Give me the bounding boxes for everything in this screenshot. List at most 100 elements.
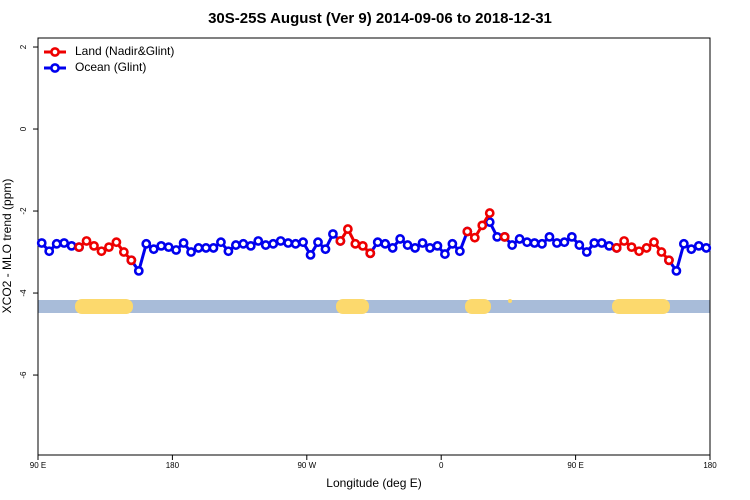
land-ocean-band xyxy=(38,299,710,314)
data-point xyxy=(133,265,144,276)
data-point xyxy=(552,238,562,248)
data-point xyxy=(693,240,704,251)
data-point xyxy=(59,238,70,248)
land-band xyxy=(612,299,670,314)
legend-label: Ocean (Glint) xyxy=(75,60,146,74)
data-point xyxy=(537,238,547,249)
data-point xyxy=(104,242,114,253)
data-point xyxy=(649,237,659,248)
data-point xyxy=(619,236,630,246)
data-point xyxy=(342,224,353,234)
data-point xyxy=(484,217,495,228)
data-point xyxy=(641,243,652,253)
data-point xyxy=(507,240,518,250)
data-point xyxy=(335,236,346,246)
x-tick-label: 90 W xyxy=(297,461,316,470)
x-tick-label: 90 E xyxy=(567,461,583,470)
x-axis-label: Longitude (deg E) xyxy=(326,476,421,490)
data-point xyxy=(260,240,271,250)
data-point xyxy=(357,240,368,251)
y-tick-label: -6 xyxy=(19,371,28,379)
data-point xyxy=(201,243,211,253)
data-point xyxy=(66,240,77,251)
data-point xyxy=(245,240,256,251)
data-point xyxy=(350,238,361,249)
data-point xyxy=(686,244,697,255)
y-tick-label: -4 xyxy=(19,289,28,297)
data-point xyxy=(678,238,689,249)
x-tick-label: 180 xyxy=(166,461,180,470)
land-band xyxy=(336,299,369,314)
data-point xyxy=(328,229,338,239)
data-point xyxy=(36,238,47,248)
data-point xyxy=(656,247,667,257)
y-tick-label: 2 xyxy=(19,44,28,49)
land-band xyxy=(75,299,133,314)
data-point xyxy=(559,237,570,248)
data-point xyxy=(275,236,286,246)
x-tick-label: 90 E xyxy=(30,461,46,470)
data-point xyxy=(126,255,137,266)
x-tick-label: 0 xyxy=(439,461,444,470)
data-point xyxy=(193,243,204,253)
data-point xyxy=(178,238,189,248)
data-point xyxy=(163,242,174,253)
data-point xyxy=(141,238,152,249)
data-point xyxy=(529,238,540,248)
data-point xyxy=(380,238,391,249)
legend-marker xyxy=(50,47,60,57)
data-point xyxy=(148,244,159,255)
data-point xyxy=(664,255,674,266)
data-point xyxy=(440,249,450,259)
data-point xyxy=(156,240,167,251)
data-point xyxy=(387,243,398,253)
data-point xyxy=(701,243,712,253)
land-band xyxy=(465,299,491,314)
data-point xyxy=(111,237,122,248)
data-point xyxy=(81,236,92,246)
data-point xyxy=(581,247,592,257)
chart-title: 30S-25S August (Ver 9) 2014-09-06 to 201… xyxy=(208,10,552,27)
x-tick-label: 180 xyxy=(703,461,717,470)
data-point xyxy=(253,236,264,246)
y-axis-label: XCO2 - MLO trend (ppm) xyxy=(0,179,14,314)
data-point xyxy=(320,244,331,255)
data-point xyxy=(283,238,294,248)
data-point xyxy=(44,246,55,257)
ocean-band xyxy=(38,300,710,313)
data-point xyxy=(477,220,488,231)
data-point xyxy=(298,237,308,248)
y-tick-label: 0 xyxy=(19,126,28,131)
data-point xyxy=(492,231,503,242)
data-point xyxy=(417,238,428,248)
data-point xyxy=(574,240,585,250)
legend-label: Land (Nadir&Glint) xyxy=(75,44,174,58)
data-point xyxy=(611,243,622,253)
data-point xyxy=(425,243,435,253)
data-point xyxy=(454,246,465,257)
data-point xyxy=(514,234,525,244)
data-point xyxy=(238,238,249,249)
data-point xyxy=(372,237,383,248)
data-point xyxy=(216,237,226,248)
data-point xyxy=(89,240,99,251)
data-point xyxy=(290,238,301,249)
data-point xyxy=(522,237,532,248)
data-point xyxy=(634,246,644,257)
data-point xyxy=(432,240,443,251)
data-point xyxy=(499,231,510,242)
data-point xyxy=(365,248,376,259)
legend-marker xyxy=(50,63,60,73)
data-point xyxy=(74,242,84,253)
data-point xyxy=(51,238,62,249)
data-point xyxy=(171,245,182,255)
y-tick-label: -2 xyxy=(19,207,28,215)
data-point xyxy=(96,246,107,257)
data-point xyxy=(462,226,473,237)
data-point xyxy=(596,238,607,248)
data-point xyxy=(118,247,129,257)
data-point xyxy=(447,238,458,249)
data-point xyxy=(544,231,555,242)
